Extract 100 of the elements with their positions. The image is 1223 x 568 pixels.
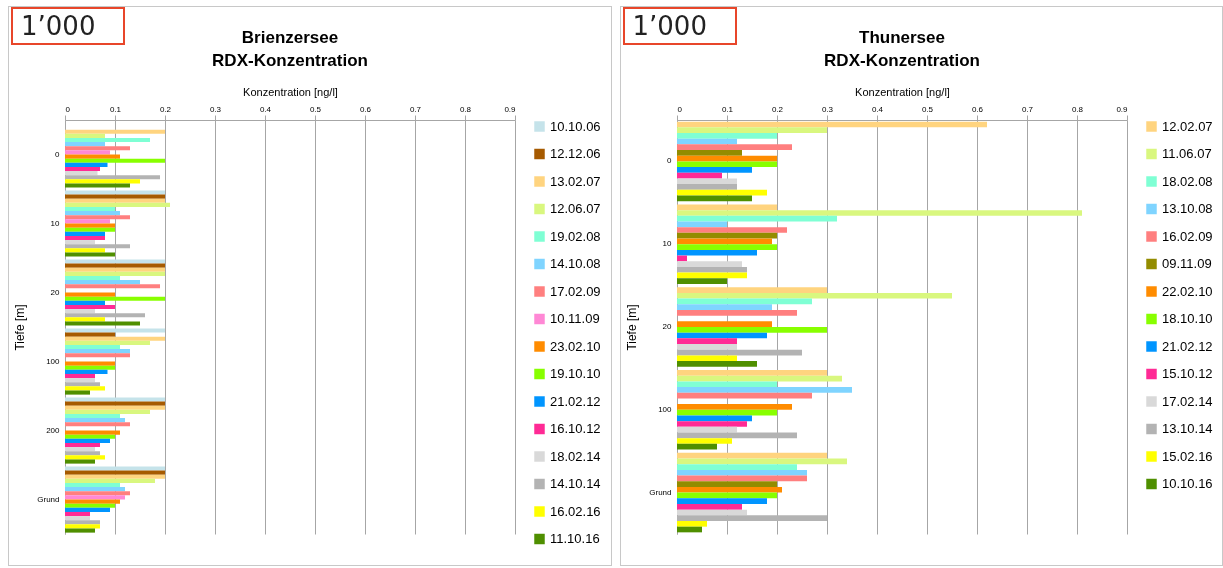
x-tick-label: 0.4 bbox=[259, 104, 272, 114]
x-tick-label: 0.9 bbox=[504, 104, 517, 114]
x-tick-label: 0.5 bbox=[309, 104, 322, 114]
bar bbox=[676, 387, 852, 393]
legend-label: 19.10.10 bbox=[550, 366, 601, 381]
bar bbox=[65, 321, 140, 326]
bar bbox=[676, 355, 737, 362]
legend-label: 13.10.14 bbox=[1161, 421, 1213, 436]
bar bbox=[65, 491, 130, 496]
bar bbox=[65, 369, 108, 374]
text: 1’000 bbox=[11, 7, 126, 45]
bar bbox=[676, 184, 737, 190]
bar bbox=[65, 142, 105, 147]
bar bbox=[65, 280, 140, 285]
x-tick-label: 0.2 bbox=[159, 104, 172, 114]
bar bbox=[65, 478, 155, 483]
bar bbox=[676, 498, 767, 504]
bar bbox=[65, 231, 105, 236]
x-axis-title: Konzentration [ng/l] bbox=[243, 85, 338, 98]
y-axis-title: Tiefe [m] bbox=[624, 304, 639, 351]
legend-label: 12.02.07 bbox=[1161, 118, 1213, 134]
bar bbox=[676, 195, 752, 202]
bar bbox=[65, 296, 165, 301]
legend-label: 14.10.14 bbox=[550, 476, 601, 491]
bar bbox=[65, 470, 165, 475]
bar bbox=[676, 210, 1082, 216]
bar bbox=[65, 401, 165, 406]
y-tick-label: 100 bbox=[46, 356, 61, 366]
legend-label: 16.10.12 bbox=[550, 421, 601, 436]
bar bbox=[676, 167, 752, 173]
bar bbox=[676, 327, 827, 333]
bar bbox=[65, 507, 110, 512]
legend-label: 13.02.07 bbox=[550, 173, 601, 189]
bar bbox=[65, 382, 100, 387]
legend-label: 19.02.08 bbox=[550, 228, 601, 244]
x-tick-label: 0.4 bbox=[871, 104, 884, 114]
x-tick-label: 0.3 bbox=[821, 104, 834, 114]
bar bbox=[65, 252, 115, 257]
bar bbox=[65, 442, 100, 448]
text: 1’000 bbox=[622, 7, 737, 45]
bar bbox=[676, 469, 807, 476]
bar bbox=[65, 133, 105, 138]
bar bbox=[65, 328, 165, 333]
bar bbox=[65, 235, 105, 241]
bar bbox=[65, 340, 150, 345]
bar bbox=[65, 146, 130, 151]
legend-label: 15.02.16 bbox=[1161, 448, 1213, 464]
bar bbox=[676, 481, 777, 487]
bar bbox=[676, 244, 777, 250]
bar bbox=[65, 361, 115, 366]
bar bbox=[676, 133, 777, 139]
bar bbox=[676, 338, 737, 345]
bar bbox=[676, 266, 747, 273]
x-tick-label: 0.6 bbox=[359, 104, 372, 114]
bar bbox=[65, 434, 115, 439]
legend-label: 12.12.06 bbox=[550, 146, 601, 161]
y-tick-label: Grund bbox=[37, 494, 60, 504]
bar bbox=[676, 361, 757, 367]
legend-label: 18.02.14 bbox=[550, 448, 601, 464]
legend-label: 17.02.09 bbox=[550, 283, 601, 299]
bar bbox=[676, 404, 792, 410]
legend-label: 21.02.12 bbox=[550, 393, 601, 409]
bar bbox=[65, 240, 95, 245]
bar bbox=[65, 413, 120, 419]
bar bbox=[65, 516, 90, 521]
bar bbox=[676, 370, 827, 376]
bar bbox=[65, 344, 120, 350]
bar bbox=[65, 129, 165, 134]
legend-label: 12.06.07 bbox=[550, 201, 601, 216]
bar bbox=[676, 227, 787, 233]
legend-label: 18.02.08 bbox=[1161, 173, 1213, 189]
bar bbox=[65, 353, 130, 358]
bar bbox=[65, 154, 120, 159]
bar bbox=[65, 259, 165, 264]
x-tick-label: 0 bbox=[677, 104, 682, 114]
bar bbox=[676, 178, 737, 185]
chart-title: Brienzersee bbox=[241, 28, 339, 47]
bar bbox=[65, 284, 160, 289]
legend-label: 14.10.08 bbox=[550, 256, 601, 271]
bar bbox=[676, 415, 752, 422]
bar bbox=[65, 386, 105, 391]
y-tick-label: 100 bbox=[657, 404, 672, 414]
bar bbox=[65, 244, 130, 249]
legend-label: 10.10.06 bbox=[550, 118, 601, 134]
bar bbox=[65, 292, 115, 297]
x-tick-label: 0.2 bbox=[771, 104, 784, 114]
bar bbox=[65, 215, 130, 220]
bar bbox=[65, 275, 120, 281]
legend-label: 09.11.09 bbox=[1161, 256, 1212, 271]
legend-label: 21.02.12 bbox=[1161, 338, 1213, 354]
bar bbox=[65, 495, 125, 500]
bar bbox=[65, 474, 165, 479]
bar bbox=[676, 452, 827, 459]
x-tick-label: 0.3 bbox=[209, 104, 222, 114]
bar bbox=[65, 223, 115, 228]
bar bbox=[65, 198, 165, 203]
bar bbox=[65, 459, 95, 464]
bar bbox=[65, 171, 98, 176]
bar bbox=[676, 421, 747, 427]
bar bbox=[676, 278, 727, 284]
